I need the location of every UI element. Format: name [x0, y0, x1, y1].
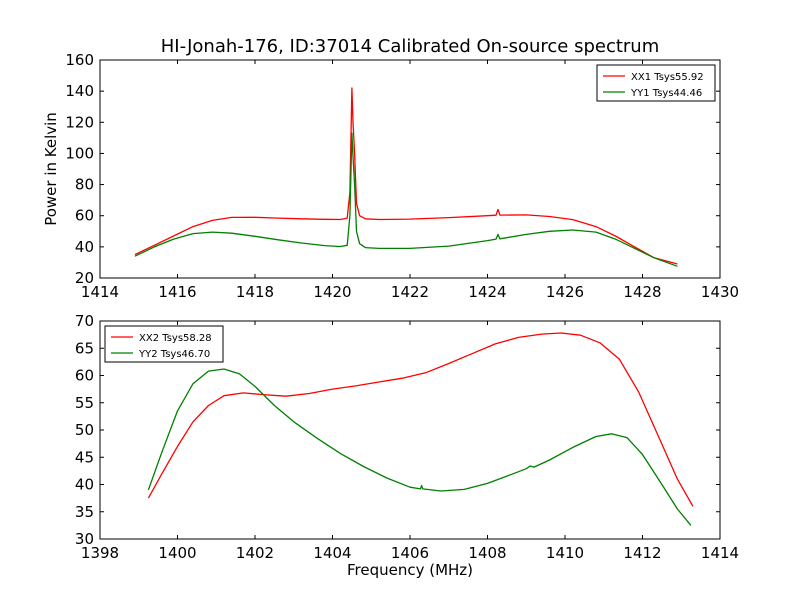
top-x-tick-label: 1420 [313, 283, 351, 301]
bottom-y-tick-label: 70 [75, 312, 94, 330]
bottom-y-tick-label: 50 [75, 421, 94, 439]
top-x-tick-label: 1414 [81, 283, 119, 301]
bottom-y-tick-label: 45 [75, 448, 94, 466]
bottom-y-tick-label: 55 [75, 394, 94, 412]
bottom-x-tick-label: 1414 [701, 544, 739, 562]
top-x-tick-label: 1428 [623, 283, 661, 301]
top-y-tick-label: 60 [75, 207, 94, 225]
top-legend-label-1: XX1 Tsys55.92 [631, 72, 704, 83]
top-y-tick-label: 160 [65, 51, 94, 69]
bottom-y-tick-label: 60 [75, 367, 94, 385]
top-x-tick-label: 1416 [158, 283, 196, 301]
figure-title: HI-Jonah-176, ID:37014 Calibrated On-sou… [161, 36, 660, 57]
bottom-panel: 1398 1400 1402 1404 1406 1408 1410 1412 1414 30 35… [75, 312, 739, 579]
bottom-x-tick-label: 1406 [391, 544, 429, 562]
bottom-y-tick-label: 30 [75, 530, 94, 548]
bottom-x-axis-label: Frequency (MHz) [347, 561, 473, 579]
top-series-line-2 [134, 132, 678, 267]
top-legend-box [596, 64, 716, 102]
top-y-tick-label: 20 [75, 269, 94, 287]
bottom-series-line-2 [147, 368, 692, 526]
top-y-tick-label: 80 [75, 176, 94, 194]
bottom-legend-label-2: YY2 Tsys46.70 [138, 349, 210, 360]
bottom-x-tick-label: 1402 [236, 544, 274, 562]
top-x-tick-label: 1430 [701, 283, 739, 301]
bottom-x-tick-label: 1398 [81, 544, 119, 562]
top-x-tick-label: 1422 [391, 283, 429, 301]
top-panel: 1414 1416 1418 1420 1422 1424 1426 1428 1430 20 40… [42, 51, 739, 301]
bottom-y-tick-label: 35 [75, 503, 94, 521]
bottom-x-tick-label: 1400 [158, 544, 196, 562]
top-y-tick-label: 140 [65, 82, 94, 100]
bottom-legend-box [104, 325, 224, 363]
top-y-tick-label: 40 [75, 238, 94, 256]
bottom-legend-label-1: XX2 Tsys58.28 [139, 333, 212, 344]
top-series-line-1 [134, 87, 678, 265]
bottom-x-tick-label: 1412 [623, 544, 661, 562]
top-plot-frame [99, 59, 721, 279]
top-x-tick-label: 1426 [546, 283, 584, 301]
top-y-tick-label: 100 [65, 144, 94, 162]
bottom-x-tick-label: 1408 [468, 544, 506, 562]
bottom-y-tick-label: 65 [75, 339, 94, 357]
top-y-tick-label: 120 [65, 113, 94, 131]
bottom-x-tick-label: 1404 [313, 544, 351, 562]
bottom-series-line-1 [147, 332, 694, 507]
bottom-plot-frame [99, 320, 721, 540]
top-y-axis-label: Power in Kelvin [42, 112, 60, 226]
top-x-tick-label: 1418 [236, 283, 274, 301]
top-legend-label-2: YY1 Tsys44.46 [630, 88, 702, 99]
bottom-x-tick-label: 1410 [546, 544, 584, 562]
bottom-y-tick-label: 40 [75, 476, 94, 494]
top-x-tick-label: 1424 [468, 283, 506, 301]
